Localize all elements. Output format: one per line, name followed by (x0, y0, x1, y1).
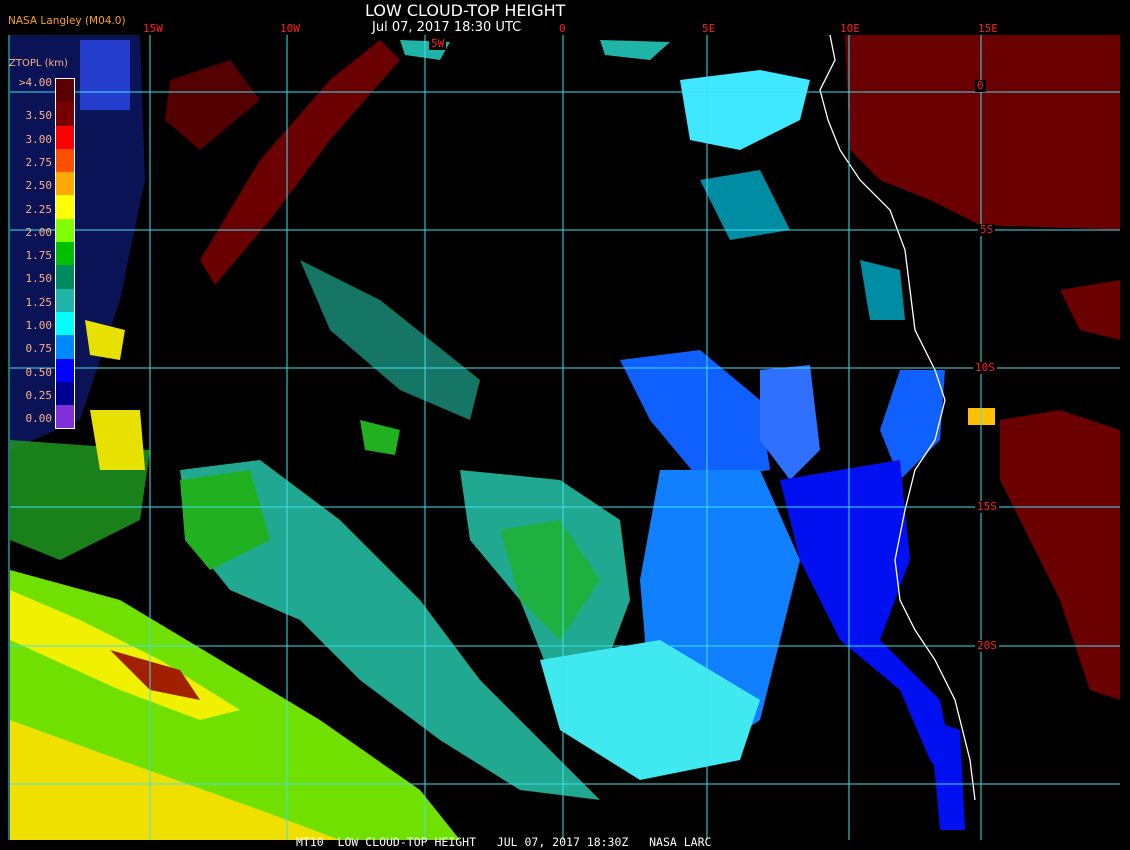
lon-label: 10E (838, 22, 862, 35)
lat-label: 0 (975, 79, 986, 92)
cloud-imagery (10, 35, 1120, 840)
legend-swatch (56, 288, 74, 312)
legend-label: 1.75 (25, 249, 53, 263)
legend-label: 0.50 (25, 365, 53, 379)
legend-label: 1.00 (25, 319, 53, 332)
legend-label: >4.00 (18, 76, 52, 89)
legend-title: ZTOPL (km) (9, 58, 68, 69)
lat-label: 20S (975, 639, 999, 652)
map-datetime: Jul 07, 2017 18:30 UTC (372, 20, 522, 35)
legend-swatch (56, 102, 74, 126)
legend-label: 1.25 (25, 295, 53, 309)
legend-swatch (56, 242, 74, 266)
lon-label: 5W (429, 37, 447, 50)
legend-swatch (56, 79, 74, 103)
lat-lon-grid (8, 35, 1120, 840)
map-title: LOW CLOUD-TOP HEIGHT (365, 1, 566, 20)
footer-caption: MT10 LOW CLOUD-TOP HEIGHT JUL 07, 2017 1… (296, 835, 712, 849)
legend-swatch (56, 125, 74, 149)
legend-swatch (56, 172, 74, 196)
legend-label: 2.50 (25, 179, 53, 193)
legend-label: 1.50 (25, 272, 53, 286)
lat-label: 5S (978, 223, 996, 236)
legend-swatch (56, 311, 74, 336)
lon-label: 15W (141, 22, 165, 35)
legend-swatch (56, 218, 74, 243)
color-legend (55, 78, 75, 430)
legend-label: 3.00 (25, 132, 53, 146)
legend-swatch (56, 381, 74, 406)
legend-swatch (56, 195, 74, 219)
legend-label: 3.50 (25, 109, 53, 123)
legend-swatch (56, 335, 74, 359)
legend-label: 0.00 (25, 412, 53, 426)
legend-swatch (56, 358, 74, 382)
lon-label: 15E (976, 22, 1000, 35)
lon-label: 5E (700, 22, 718, 35)
coastline (819, 34, 976, 801)
legend-label: 2.75 (25, 155, 53, 169)
lon-label: 10W (278, 22, 302, 35)
legend-swatch (56, 265, 74, 289)
legend-swatch (56, 148, 74, 173)
legend-label: 2.25 (25, 202, 53, 216)
lon-label: 0 (557, 22, 568, 35)
brand-label: NASA Langley (M04.0) (8, 15, 126, 27)
legend-label: 0.25 (25, 388, 53, 402)
legend-swatch (56, 405, 74, 429)
lat-label: 10S (973, 361, 997, 374)
legend-label: 0.75 (25, 342, 53, 356)
lat-label: 15S (975, 500, 999, 513)
legend-label: 2.00 (25, 225, 53, 239)
